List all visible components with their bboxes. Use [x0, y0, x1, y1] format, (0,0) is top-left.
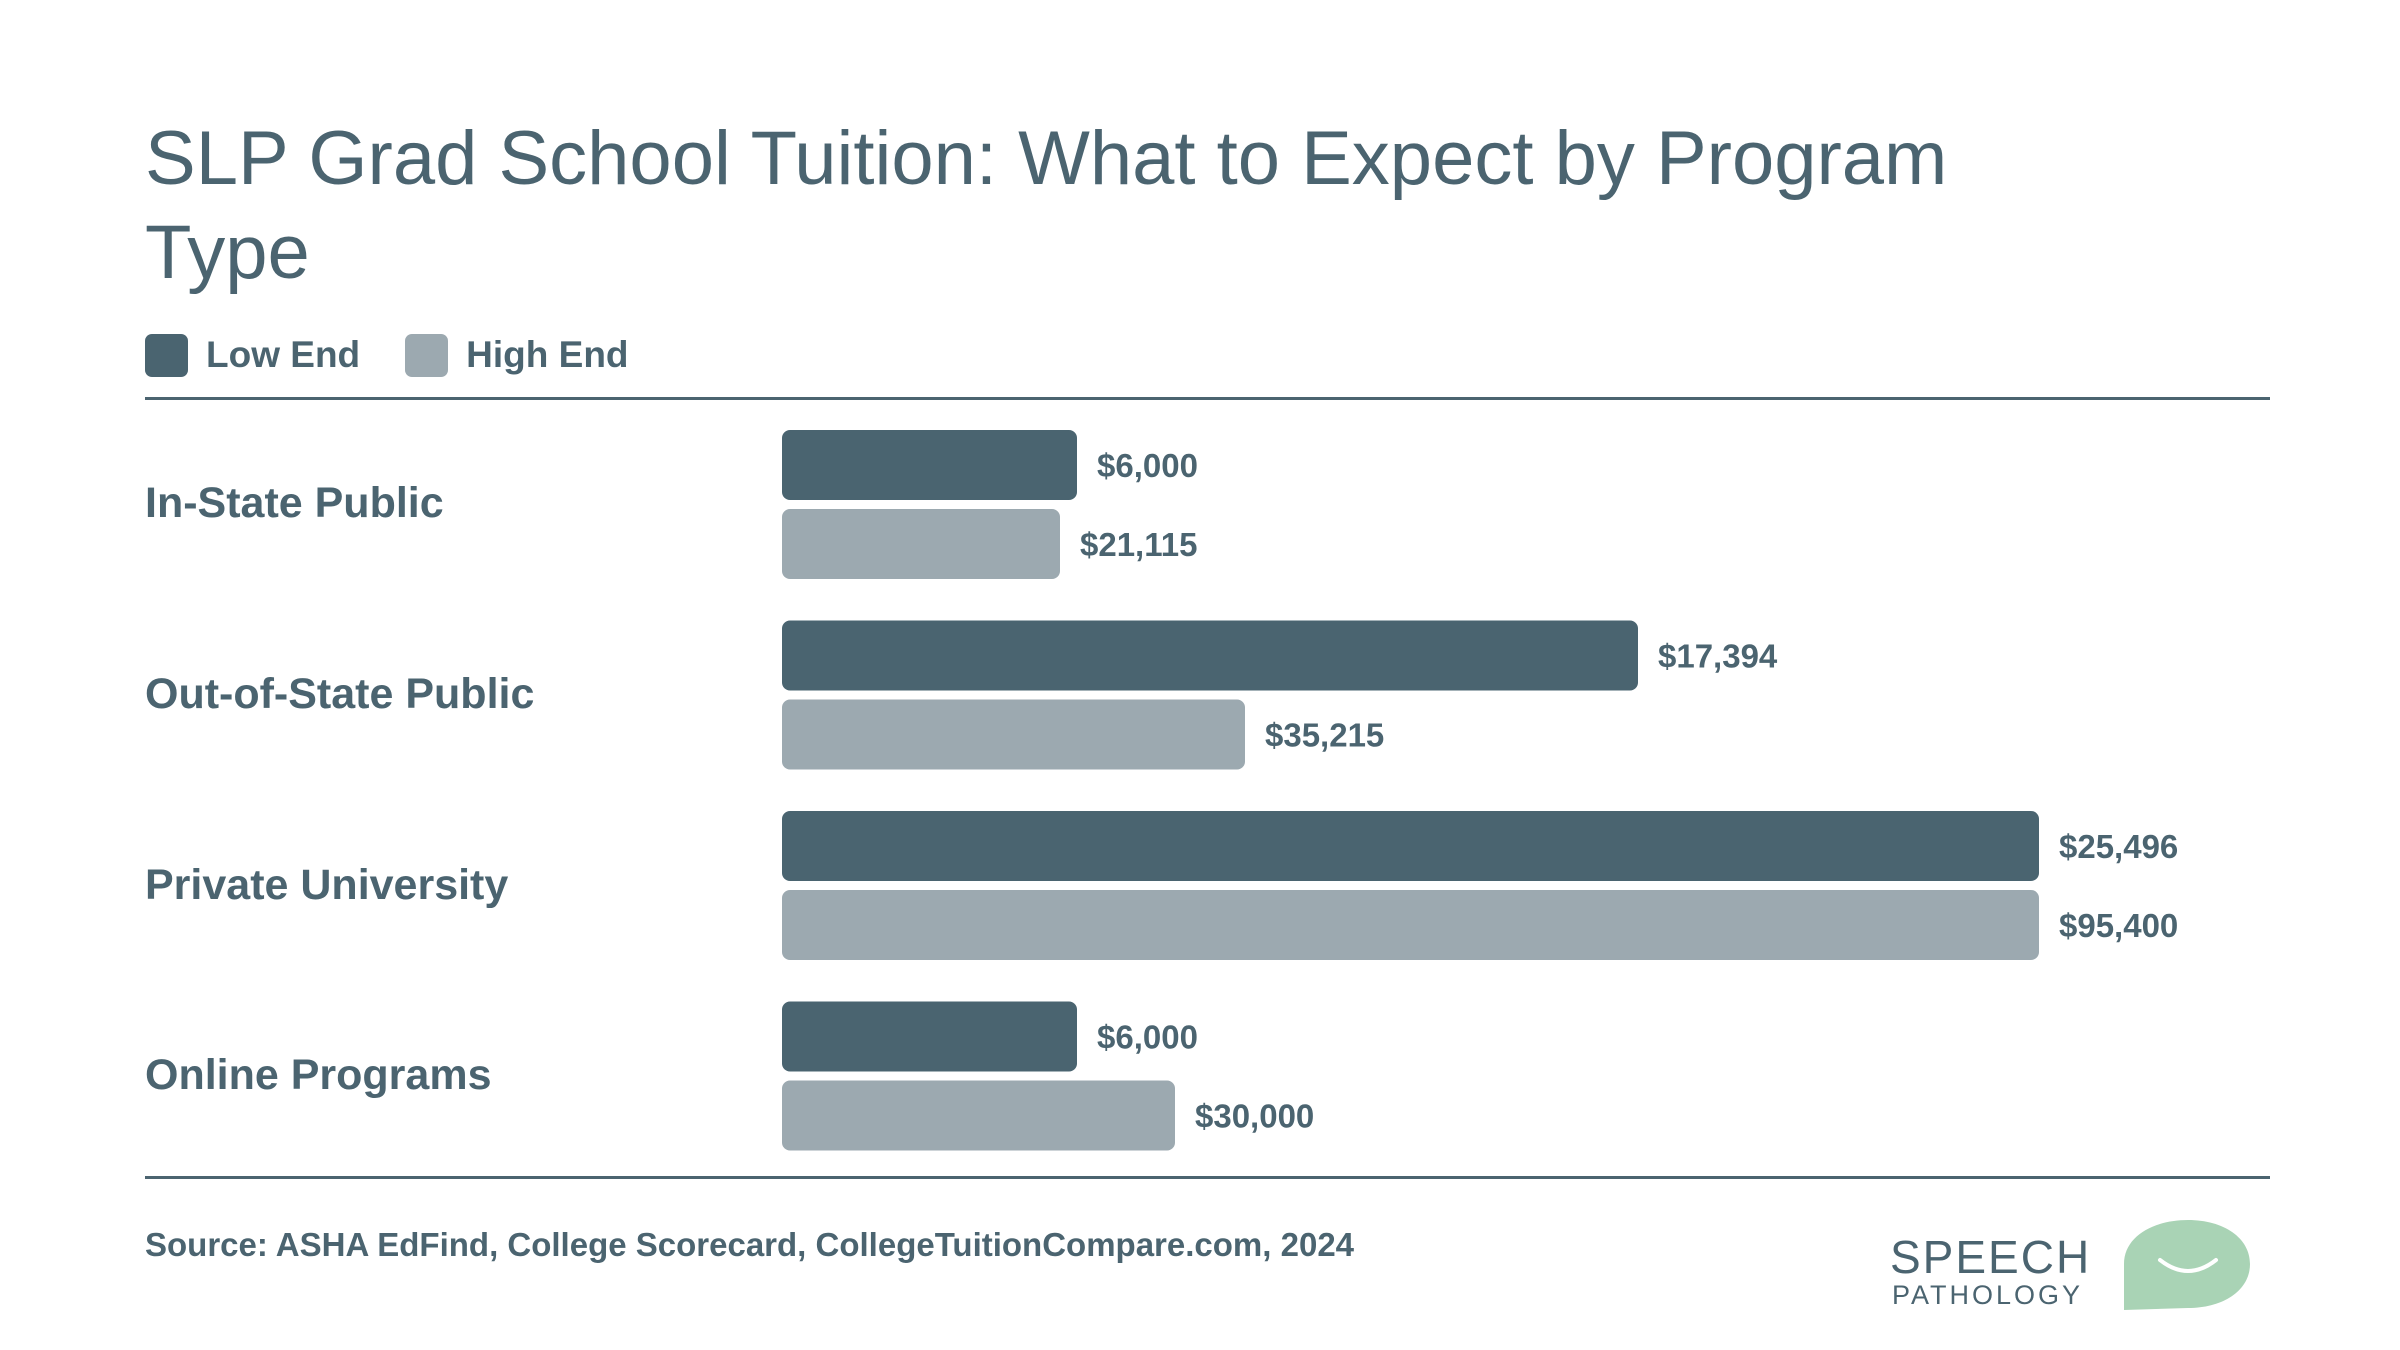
- bar-private-university-high-end: [782, 890, 2039, 960]
- value-label-out-of-state-public-high-end: $35,215: [1265, 717, 1384, 754]
- category-label-private-university: Private University: [145, 861, 509, 909]
- value-label-in-state-public-high-end: $21,115: [1080, 526, 1197, 563]
- bar-in-state-public-low-end: [782, 430, 1077, 500]
- value-label-in-state-public-low-end: $6,000: [1097, 447, 1198, 484]
- top-divider: [145, 397, 2270, 400]
- legend: Low End High End: [145, 330, 674, 380]
- legend-label-high-end: High End: [466, 334, 629, 375]
- value-label-online-programs-high-end: $30,000: [1195, 1098, 1314, 1135]
- value-label-out-of-state-public-low-end: $17,394: [1658, 638, 1778, 675]
- value-label-private-university-high-end: $95,400: [2059, 907, 2178, 944]
- legend-item-high-end: High End: [405, 333, 629, 377]
- category-label-online-programs: Online Programs: [145, 1051, 492, 1099]
- legend-item-low-end: Low End: [145, 333, 361, 377]
- speech-pathology-logo: SPEECH PATHOLOGY: [1890, 1218, 2260, 1314]
- bar-out-of-state-public-high-end: [782, 699, 1245, 770]
- bar-online-programs-low-end: [782, 1001, 1077, 1072]
- category-label-in-state-public: In-State Public: [145, 479, 444, 527]
- bar-private-university-low-end: [782, 811, 2039, 881]
- logo-wordmark-speech: SPEECH: [1890, 1231, 2092, 1283]
- bottom-divider: [145, 1176, 2270, 1179]
- bar-in-state-public-high-end: [782, 509, 1060, 579]
- speech-bubble-icon: [2124, 1220, 2250, 1310]
- source-note: Source: ASHA EdFind, College Scorecard, …: [145, 1226, 1355, 1263]
- logo-wordmark-pathology: PATHOLOGY: [1892, 1280, 2084, 1310]
- value-label-private-university-low-end: $25,496: [2059, 828, 2178, 865]
- chart-title: SLP Grad School Tuition: What to Expect …: [145, 116, 1948, 295]
- legend-swatch-low-end: [145, 333, 188, 377]
- bar-out-of-state-public-low-end: [782, 620, 1638, 691]
- legend-label-low-end: Low End: [206, 334, 361, 375]
- bar-online-programs-high-end: [782, 1080, 1175, 1151]
- value-label-online-programs-low-end: $6,000: [1097, 1019, 1198, 1056]
- category-label-out-of-state-public: Out-of-State Public: [145, 670, 535, 718]
- legend-swatch-high-end: [405, 333, 449, 377]
